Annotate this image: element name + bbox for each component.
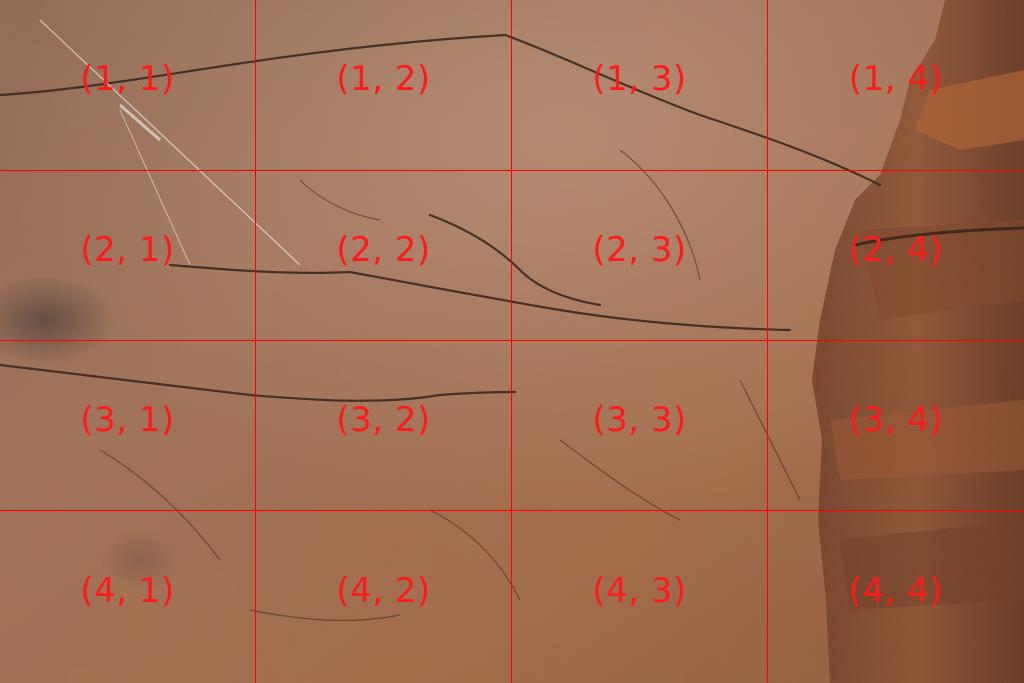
grid-cell-label: (1, 4): [848, 59, 944, 99]
grid-cell: (4, 3): [512, 511, 768, 683]
grid-cell-label: (3, 3): [592, 399, 687, 440]
grid-cell: (4, 2): [256, 511, 512, 683]
grid-cell-label: (1, 2): [336, 59, 431, 99]
grid-cell-label: (3, 4): [848, 399, 944, 440]
grid-cell: (1, 2): [256, 0, 512, 171]
grid-cell: (3, 1): [0, 341, 256, 511]
grid-cell-label: (1, 3): [592, 59, 687, 99]
grid-cell: (3, 4): [768, 341, 1024, 511]
grid-cell-label: (4, 1): [80, 571, 175, 611]
grid-cell: (3, 3): [512, 341, 768, 511]
grid-cell: (2, 2): [256, 171, 512, 341]
grid-cell: (2, 1): [0, 171, 256, 341]
grid-cell: (1, 4): [768, 0, 1024, 171]
grid-cell-label: (3, 2): [336, 399, 431, 440]
grid-cell: (2, 3): [512, 171, 768, 341]
grid-cell-label: (4, 4): [848, 571, 944, 611]
grid-cell-label: (4, 2): [336, 571, 431, 611]
grid-cell: (1, 3): [512, 0, 768, 171]
grid-cell: (2, 4): [768, 171, 1024, 341]
grid-cell: (4, 4): [768, 511, 1024, 683]
grid-cell-label: (3, 1): [80, 399, 175, 440]
grid-cell-label: (2, 2): [336, 229, 431, 270]
grid-cell-label: (4, 3): [592, 571, 687, 611]
grid-cell-label: (2, 4): [848, 229, 944, 270]
grid-cell: (3, 2): [256, 341, 512, 511]
grid-cell-label: (2, 3): [592, 229, 687, 270]
grid-cell-label: (2, 1): [80, 229, 175, 270]
grid-cell-label: (1, 1): [80, 59, 175, 99]
grid-cell: (1, 1): [0, 0, 256, 171]
grid-cell: (4, 1): [0, 511, 256, 683]
